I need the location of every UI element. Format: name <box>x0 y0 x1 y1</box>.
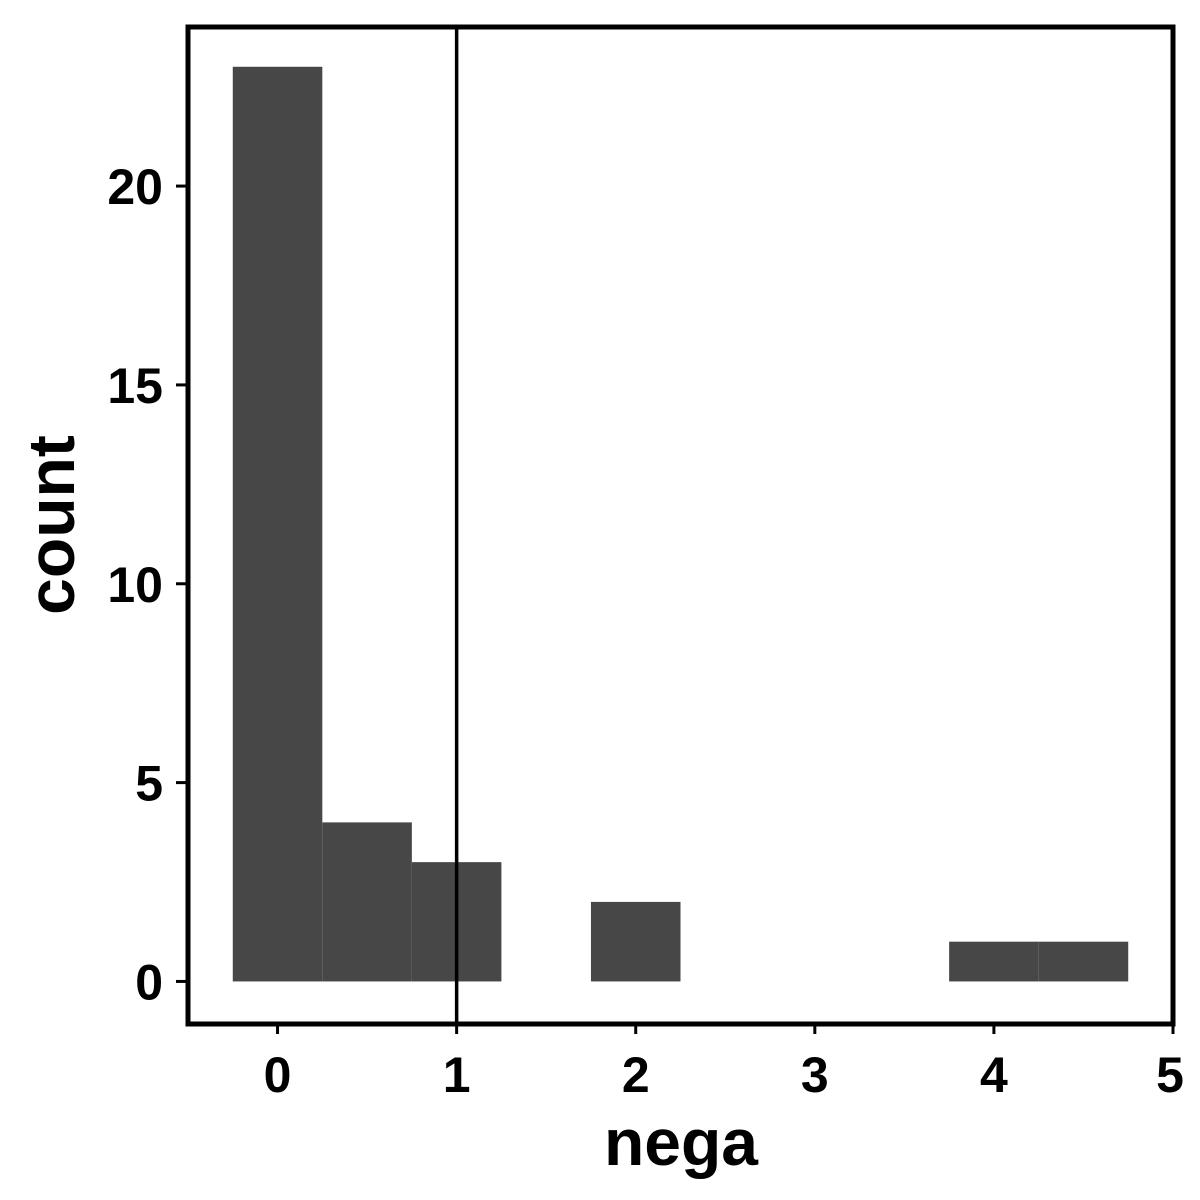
x-tick-label: 5 <box>1156 1047 1184 1103</box>
histogram-bar <box>1038 941 1129 982</box>
y-tick-label: 15 <box>107 358 163 414</box>
histogram-bar <box>949 941 1039 982</box>
bars-group <box>232 66 1129 982</box>
histogram-bar <box>590 901 681 982</box>
histogram-bar <box>232 66 323 982</box>
x-axis-title: nega <box>604 1105 759 1179</box>
plot-frame <box>185 24 1176 1027</box>
y-axis-ticks: 0 5 10 15 20 <box>107 159 188 1010</box>
y-tick-label: 10 <box>107 557 163 613</box>
x-tick-label: 3 <box>801 1047 829 1103</box>
y-tick-label: 20 <box>107 159 163 215</box>
x-axis-ticks: 0 1 2 3 4 5 <box>264 1024 1184 1103</box>
x-tick-label: 2 <box>622 1047 650 1103</box>
y-axis-title: count <box>14 435 88 615</box>
x-tick-label: 4 <box>980 1047 1008 1103</box>
x-tick-label: 1 <box>443 1047 471 1103</box>
histogram-bar <box>322 822 412 982</box>
y-tick-label: 0 <box>135 954 163 1010</box>
y-tick-label: 5 <box>135 756 163 812</box>
x-tick-label: 0 <box>264 1047 292 1103</box>
